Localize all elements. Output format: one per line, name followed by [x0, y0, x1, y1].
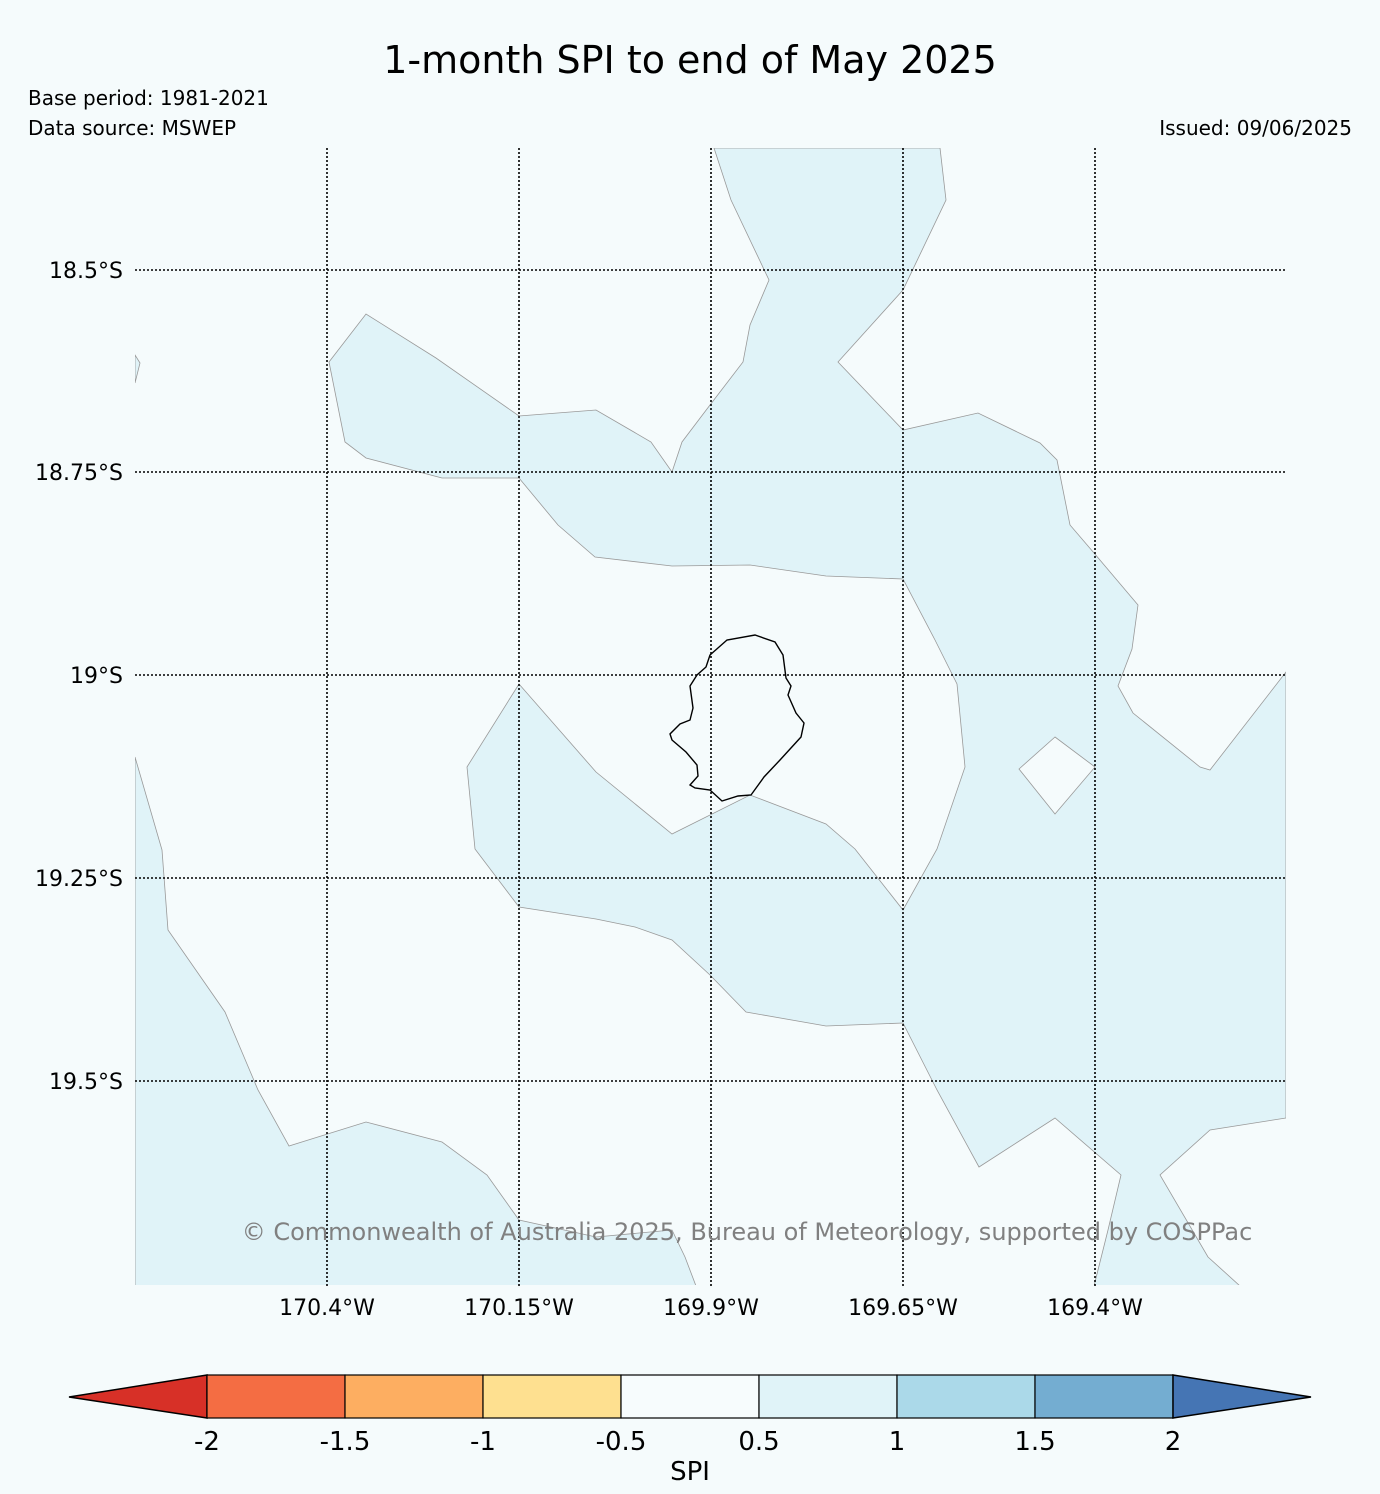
colorbar-bin: [1034, 1374, 1174, 1419]
spi-region-top: [328, 148, 1286, 1285]
colorbar-tick-label: 2: [1165, 1427, 1182, 1457]
copyright-notice: © Commonwealth of Australia 2025, Bureau…: [242, 1218, 1253, 1246]
lat-label: 18.75°S: [35, 461, 123, 486]
map-title: 1-month SPI to end of May 2025: [383, 38, 997, 82]
base-period: Base period: 1981-2021: [28, 86, 269, 110]
colorbar-extend-max: [1172, 1374, 1312, 1419]
spi-region-left-sliver: [135, 354, 141, 384]
lon-label: 170.15°W: [464, 1296, 574, 1321]
lat-label: 18.5°S: [49, 259, 123, 284]
colorbar-tick-label: -1: [470, 1427, 496, 1457]
lon-label: 169.9°W: [663, 1296, 759, 1321]
colorbar-title: SPI: [670, 1457, 710, 1487]
lon-label: 169.65°W: [848, 1296, 958, 1321]
colorbar-tick-label: -1.5: [320, 1427, 371, 1457]
graticule: [135, 148, 1286, 1286]
island-outline: [669, 634, 805, 802]
colorbar-bin: [620, 1374, 760, 1419]
lat-label: 19°S: [70, 664, 123, 689]
spi-region-bottom-left: [135, 756, 697, 1285]
colorbar-bin: [344, 1374, 484, 1419]
issued-date: Issued: 09/06/2025: [1159, 116, 1352, 140]
colorbar-extend-min: [68, 1374, 208, 1419]
lat-label: 19.5°S: [49, 1070, 123, 1095]
colorbar-bin: [758, 1374, 898, 1419]
lat-label: 19.25°S: [35, 867, 123, 892]
colorbar-tick-label: 0.5: [738, 1427, 779, 1457]
colorbar-tick-label: -2: [194, 1427, 220, 1457]
lon-label: 169.4°W: [1047, 1296, 1143, 1321]
colorbar-tick-label: -0.5: [596, 1427, 647, 1457]
data-source: Data source: MSWEP: [28, 116, 237, 140]
lon-label: 170.4°W: [279, 1296, 375, 1321]
colorbar-tick-label: 1: [889, 1427, 906, 1457]
colorbar-bin: [482, 1374, 622, 1419]
colorbar-tick-label: 1.5: [1014, 1427, 1055, 1457]
colorbar-bin: [206, 1374, 346, 1419]
colorbar: -2 -1.5 -1 -0.5 0.5 1 1.5 2 SPI: [68, 1374, 1312, 1487]
colorbar-bin: [896, 1374, 1036, 1419]
